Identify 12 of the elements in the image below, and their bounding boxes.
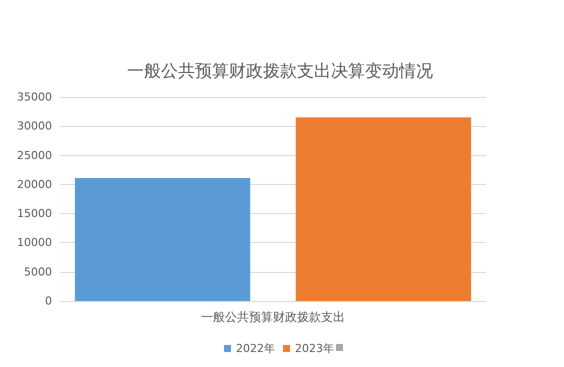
legend-label: 2022年 [236,342,275,355]
legend-label: 2023年 [294,342,334,355]
chart-title: 一般公共预算财政拨款支出决算变动情况 [127,62,433,82]
y-tick-label: 30000 [17,120,52,133]
y-tick-label: 0 [45,294,52,308]
x-tick-label: 一般公共预算财政拨款支出 [201,310,345,324]
y-tick-label: 25000 [17,148,52,162]
y-tick-label: 5000 [24,265,52,278]
y-tick-label: 10000 [17,236,52,250]
y-tick-label: 35000 [17,90,52,104]
y-tick-label: 20000 [17,178,52,191]
y-tick-label: 15000 [17,207,52,220]
